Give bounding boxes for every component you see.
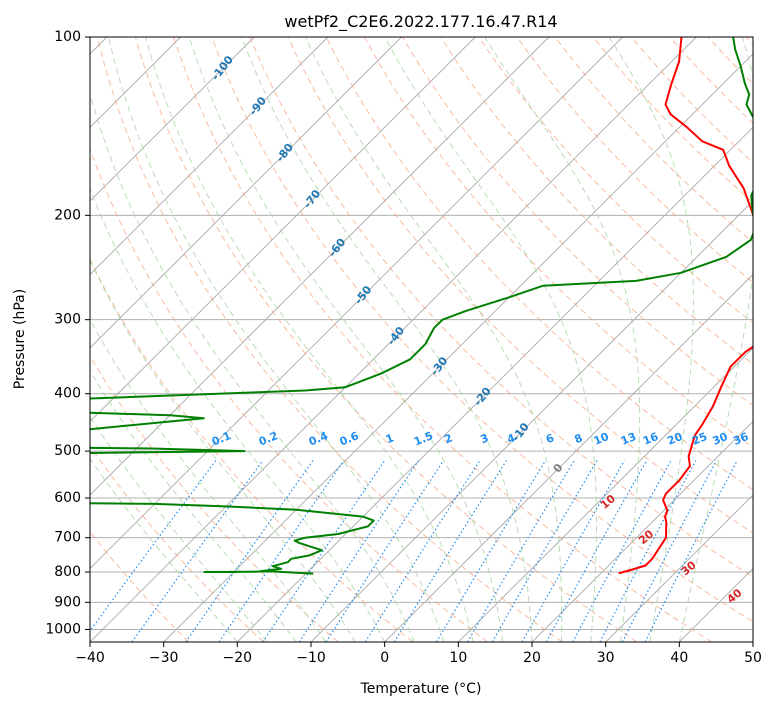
background-lines — [90, 37, 753, 642]
moist-adiabat-line — [384, 37, 597, 642]
mixing-ratio-line — [131, 460, 264, 642]
profiles — [90, 37, 753, 575]
moist-adiabat-line — [108, 37, 445, 642]
moist-adiabat-line — [145, 37, 474, 642]
temperature-profile — [618, 37, 753, 574]
mixing-ratio-label: 8 — [573, 431, 585, 446]
isotherm-line — [236, 126, 753, 642]
x-tick-label: 30 — [597, 650, 615, 666]
dry-adiabat-line — [363, 37, 753, 448]
mixing-ratio-label: 1 — [384, 431, 396, 446]
dewpoint-profile — [90, 37, 753, 575]
isotherm-line — [531, 420, 753, 642]
isotherm-line — [90, 37, 255, 202]
axes: −40 −30 −20 −10 0 10 20 30 40 50 100 200 300 400 500 60… — [45, 29, 762, 666]
mixing-ratio-line — [185, 460, 314, 642]
y-tick-label: 1000 — [45, 621, 81, 637]
dry-adiabat-line — [173, 37, 712, 642]
moist-adiabat-line — [608, 37, 695, 642]
moist-adiabat-line — [678, 37, 753, 642]
y-tick-label: 700 — [54, 530, 81, 546]
mixing-ratio-line — [262, 460, 386, 642]
dry-adiabat-line — [516, 37, 753, 284]
mixing-ratio-label: 20 — [665, 430, 684, 448]
isotherm-line — [384, 273, 753, 642]
moist-adiabat-line — [90, 318, 327, 642]
isotherm-line — [90, 37, 402, 349]
dry-adiabat-line — [90, 444, 264, 642]
dry-adiabat-line — [211, 37, 753, 623]
isotherm-line — [90, 37, 329, 276]
mixing-ratio-line — [435, 460, 547, 642]
mixing-ratio-label: 2 — [442, 431, 454, 446]
y-tick-label: 800 — [54, 564, 81, 580]
dry-adiabat-line — [96, 37, 563, 642]
plot-area — [90, 37, 753, 642]
mixing-ratio-line — [466, 460, 575, 642]
y-axis-title: Pressure (hPa) — [12, 289, 28, 389]
mixing-ratio-label: 36 — [731, 430, 750, 448]
dry-adiabat-line — [287, 37, 753, 534]
isotherm-line — [90, 37, 476, 423]
y-tick-label: 600 — [54, 490, 81, 506]
dry-adiabat-line — [402, 37, 753, 406]
x-tick-label: 50 — [744, 650, 762, 666]
y-tick-label: 100 — [54, 29, 81, 45]
moist-adiabat-line — [90, 457, 238, 642]
y-tick-label: 400 — [54, 386, 81, 402]
mixing-ratio-line — [90, 460, 217, 632]
y-tick-label: 500 — [54, 443, 81, 459]
mixing-ratio-lines — [90, 460, 738, 642]
mixing-ratio-label: 13 — [619, 430, 638, 448]
isotherm-line — [90, 37, 623, 570]
mixing-ratio-label: 10 — [592, 430, 611, 448]
dry-adiabat-line — [592, 37, 753, 203]
moist-adiabat-line — [90, 415, 268, 642]
mixing-ratio-line — [644, 460, 738, 642]
x-tick-label: 10 — [449, 650, 467, 666]
mixing-ratio-line — [218, 460, 345, 642]
moist-adiabat-line — [241, 37, 533, 642]
isotherm-line — [163, 53, 753, 642]
plot-background — [90, 37, 753, 642]
moist-adiabat-line — [90, 187, 386, 642]
moist-adiabat-line — [90, 369, 297, 642]
mixing-ratio-line — [521, 460, 625, 642]
isotherm-line — [605, 494, 753, 642]
x-tick-label: 0 — [380, 650, 389, 666]
x-tick-label: −10 — [296, 650, 326, 666]
y-tick-label: 300 — [54, 312, 81, 328]
moist-adiabat-line — [90, 259, 356, 642]
dry-adiabat-line — [478, 37, 753, 324]
y-tick-label: 900 — [54, 594, 81, 610]
mixing-ratio-label: 30 — [711, 430, 730, 448]
isotherm-line — [90, 37, 697, 642]
isotherm-line — [752, 641, 753, 642]
x-axis-title: Temperature (°C) — [360, 681, 482, 697]
y-tick-label: 200 — [54, 207, 81, 223]
plot-frame — [89, 36, 754, 643]
dry-adiabat-line — [325, 37, 753, 491]
mixing-ratio-label: 3 — [479, 431, 491, 446]
x-tick-label: −40 — [75, 650, 105, 666]
x-tick-label: −20 — [223, 650, 253, 666]
mixing-ratio-line — [491, 460, 598, 642]
chart-title: wetPf2_C2E6.2022.177.16.47.R14 — [284, 12, 557, 32]
dry-adiabat-line — [249, 37, 753, 578]
mixing-ratio-label: 25 — [690, 430, 709, 448]
isotherm-line — [90, 37, 550, 496]
dry-adiabat-line — [134, 37, 638, 642]
x-tick-label: −30 — [149, 650, 179, 666]
x-tick-label: 20 — [523, 650, 541, 666]
x-tick-label: 40 — [670, 650, 688, 666]
mixing-ratio-line — [545, 460, 648, 642]
moist-adiabat-line — [305, 37, 563, 642]
moist-adiabat-line — [188, 37, 503, 642]
mixing-ratio-label: 16 — [641, 430, 660, 448]
mixing-ratio-line — [298, 460, 419, 642]
moist-adiabat-line — [90, 92, 415, 642]
dry-adiabat-line — [631, 37, 753, 164]
